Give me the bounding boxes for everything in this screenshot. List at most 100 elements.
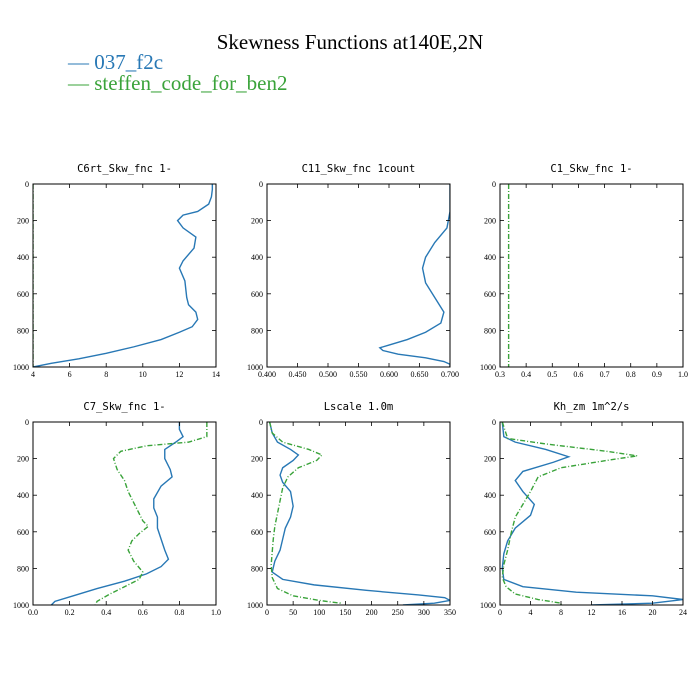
y-tick-label: 800	[251, 564, 263, 573]
x-tick-label: 1.0	[211, 608, 221, 617]
y-tick-label: 1000	[247, 363, 263, 372]
y-tick-label: 1000	[247, 601, 263, 610]
y-tick-label: 600	[251, 290, 263, 299]
y-tick-label: 800	[251, 326, 263, 335]
panel-title: C1_Skw_fnc 1-	[550, 163, 632, 175]
y-tick-label: 400	[17, 253, 29, 262]
y-tick-label: 800	[484, 326, 496, 335]
x-tick-label: 250	[392, 608, 404, 617]
x-tick-label: 0.450	[289, 370, 307, 379]
x-tick-label: 0.2	[65, 608, 75, 617]
x-tick-label: 50	[289, 608, 297, 617]
x-tick-label: 6	[68, 370, 72, 379]
plot-frame	[32, 183, 217, 368]
x-tick-label: 0.700	[441, 370, 459, 379]
x-tick-label: 10	[139, 370, 147, 379]
plot-frame	[32, 421, 217, 606]
y-tick-label: 800	[484, 564, 496, 573]
x-tick-label: 150	[339, 608, 351, 617]
y-tick-label: 1000	[480, 601, 496, 610]
y-tick-label: 400	[251, 491, 263, 500]
y-tick-label: 400	[251, 253, 263, 262]
y-tick-label: 0	[492, 418, 496, 427]
panel-title: C7_Skw_fnc 1-	[83, 401, 165, 413]
panel-3: C1_Skw_fnc 1- 0.3 0.4 0.5 0.6 0.7 0.8 0.9 1.0 0 20…	[480, 163, 688, 379]
y-tick-label: 600	[484, 528, 496, 537]
x-tick-label: 0.8	[626, 370, 636, 379]
y-tick-label: 400	[484, 491, 496, 500]
x-tick-label: 0.6	[138, 608, 148, 617]
x-tick-label: 200	[366, 608, 378, 617]
panel-title: C6rt_Skw_fnc 1-	[77, 163, 172, 175]
legend-entry-steffen-code-for-ben2: — steffen_code_for_ben2	[67, 71, 287, 95]
chart-title: Skewness Functions at140E,2N	[217, 30, 484, 54]
x-tick-label: 4	[529, 608, 533, 617]
x-tick-label: 14	[212, 370, 220, 379]
panels-grid: C6rt_Skw_fnc 1-4 6 8 10 12 140200400600800100…	[13, 163, 688, 617]
panel-5: Lscale 1.0m 0 50 100 150 200 250 300 350 0 200 400 6…	[247, 401, 456, 617]
series-line-1	[50, 422, 184, 605]
panel-4: C7_Skw_fnc 1- 0.0 0.2 0.4 0.6 0.8 1.0 0 200 400 60…	[13, 401, 221, 617]
y-tick-label: 200	[17, 217, 29, 226]
series-line-2	[94, 422, 208, 605]
x-tick-label: 24	[679, 608, 687, 617]
y-tick-label: 800	[17, 564, 29, 573]
plot-frame	[266, 183, 451, 368]
series-line-1	[378, 184, 450, 367]
x-tick-label: 1.0	[678, 370, 688, 379]
y-tick-label: 0	[259, 180, 263, 189]
y-tick-label: 800	[17, 326, 29, 335]
x-tick-label: 0.500	[319, 370, 337, 379]
y-tick-label: 200	[251, 217, 263, 226]
x-tick-label: 0.650	[411, 370, 429, 379]
x-tick-label: 0	[265, 608, 269, 617]
x-tick-label: 0.4	[521, 370, 531, 379]
x-tick-label: 0.6	[573, 370, 583, 379]
x-tick-label: 0.5	[547, 370, 557, 379]
panel-1: C6rt_Skw_fnc 1- 4 6 8 10 12 14 0 200 400 600 800 100…	[13, 163, 220, 379]
plot-frame	[499, 183, 684, 368]
y-tick-label: 600	[484, 290, 496, 299]
x-tick-label: 0.600	[380, 370, 398, 379]
y-tick-label: 1000	[480, 363, 496, 372]
x-tick-label: 0.8	[174, 608, 184, 617]
y-tick-label: 400	[17, 491, 29, 500]
x-tick-label: 0.9	[652, 370, 662, 379]
x-tick-label: 8	[559, 608, 563, 617]
x-tick-label: 12	[175, 370, 183, 379]
y-tick-label: 200	[251, 455, 263, 464]
x-tick-label: 0.550	[350, 370, 368, 379]
y-tick-label: 600	[251, 528, 263, 537]
x-tick-label: 0	[498, 608, 502, 617]
x-tick-label: 16	[618, 608, 626, 617]
panel-title: Lscale 1.0m	[324, 401, 394, 413]
y-tick-label: 400	[484, 253, 496, 262]
x-tick-label: 0.400	[258, 370, 276, 379]
series-line-1	[33, 184, 214, 367]
legend-entry-037-f2c: — 037_f2c	[67, 50, 163, 74]
x-tick-label: 20	[649, 608, 657, 617]
x-tick-label: 350	[444, 608, 456, 617]
series-line-1	[501, 422, 683, 605]
y-tick-label: 600	[17, 290, 29, 299]
y-tick-label: 200	[484, 455, 496, 464]
series-line-2	[268, 422, 341, 605]
panel-title: C11_Skw_fnc 1count	[302, 163, 416, 175]
x-tick-label: 100	[313, 608, 325, 617]
y-tick-label: 200	[17, 455, 29, 464]
panel-6: Kh_zm 1m^2/s 0 4 8 12 16 20 24 0 200 400 600 800 1000	[480, 401, 687, 617]
y-tick-label: 1000	[13, 601, 29, 610]
series-line-1	[268, 422, 450, 605]
x-tick-label: 4	[31, 370, 35, 379]
y-tick-label: 0	[25, 418, 29, 427]
y-tick-label: 0	[25, 180, 29, 189]
x-tick-label: 12	[588, 608, 596, 617]
x-tick-label: 0.3	[495, 370, 505, 379]
y-tick-label: 200	[484, 217, 496, 226]
panel-2: C11_Skw_fnc 1count 0.400 0.450 0.500 0.550 0.…	[247, 163, 459, 379]
x-tick-label: 0.0	[28, 608, 38, 617]
y-tick-label: 0	[492, 180, 496, 189]
panel-title: Kh_zm 1m^2/s	[554, 401, 630, 413]
series-line-2	[501, 422, 638, 605]
